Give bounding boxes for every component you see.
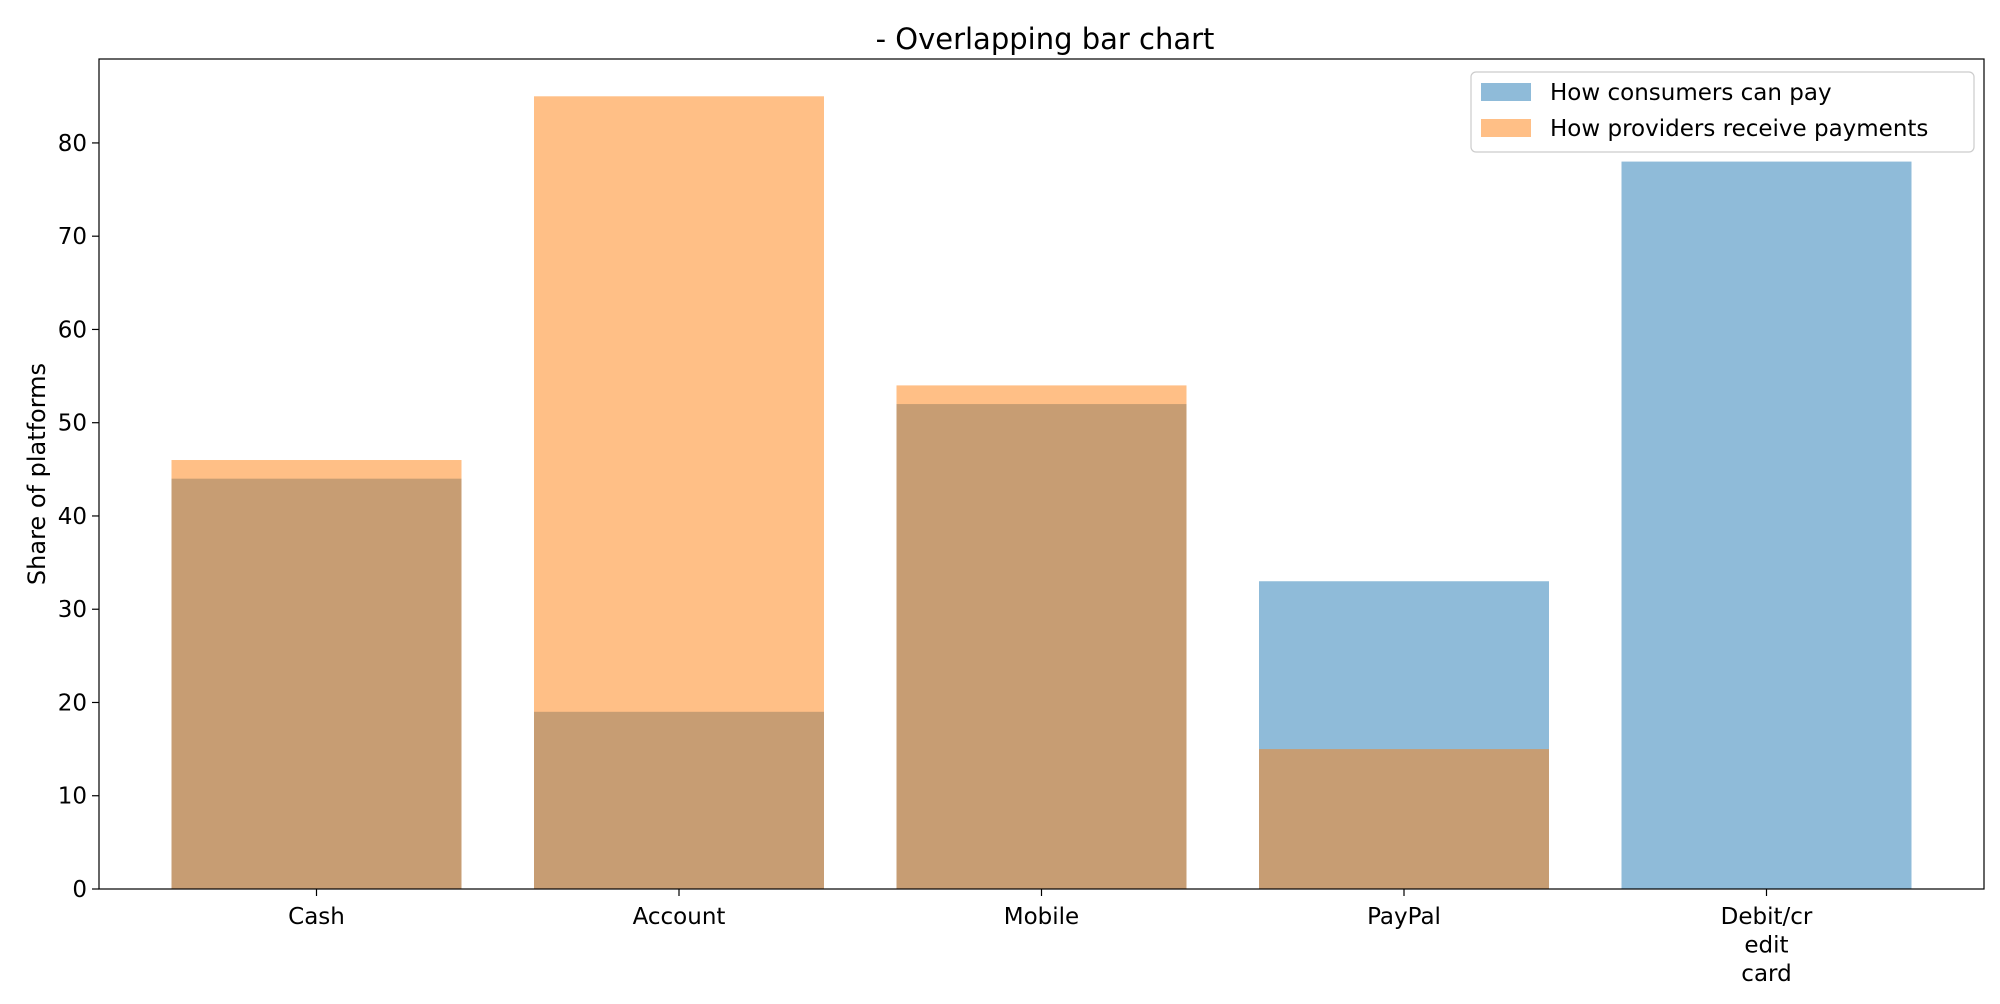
plot-frame (98, 58, 1985, 890)
x-tick-label: Cash (288, 904, 345, 930)
legend-swatch-2 (1481, 119, 1531, 137)
legend: How consumers can pay How providers recei… (1470, 71, 1975, 153)
x-tick-label: PayPal (1367, 904, 1441, 930)
y-tick-label: 80 (58, 131, 87, 157)
bars-layer (171, 96, 1912, 890)
bar-series2-1 (171, 460, 462, 889)
y-tick-label: 20 (58, 690, 87, 716)
legend-swatch-1 (1481, 83, 1531, 101)
y-tick-label: 30 (58, 597, 87, 623)
y-tick-label: 10 (58, 784, 87, 810)
y-tick-label: 0 (72, 877, 87, 903)
y-axis-label: Share of platforms (23, 363, 51, 585)
x-tick-label: Debit/cr edit card (1721, 904, 1813, 987)
y-tick-label: 40 (58, 504, 87, 530)
legend-label-2: How providers receive payments (1550, 116, 1928, 142)
y-tick-label: 60 (58, 317, 87, 343)
legend-label-1: How consumers can pay (1550, 80, 1832, 106)
x-tick-label: Mobile (1004, 904, 1079, 930)
y-axis: 0 10 20 30 40 50 60 70 80 (58, 131, 99, 903)
x-axis: Cash Account Mobile PayPal Debit/cr edit card (288, 889, 1813, 987)
y-tick-label: 70 (58, 224, 87, 250)
bar-series2-2 (534, 96, 824, 890)
chart-title: - Overlapping bar chart (876, 22, 1215, 56)
x-tick-label: Account (633, 904, 726, 930)
bar-series2-4 (1259, 749, 1549, 889)
y-tick-label: 50 (58, 411, 87, 437)
bar-series1-5 (1621, 161, 1912, 889)
legend-box (1470, 71, 1975, 153)
bar-series2-3 (896, 385, 1187, 889)
